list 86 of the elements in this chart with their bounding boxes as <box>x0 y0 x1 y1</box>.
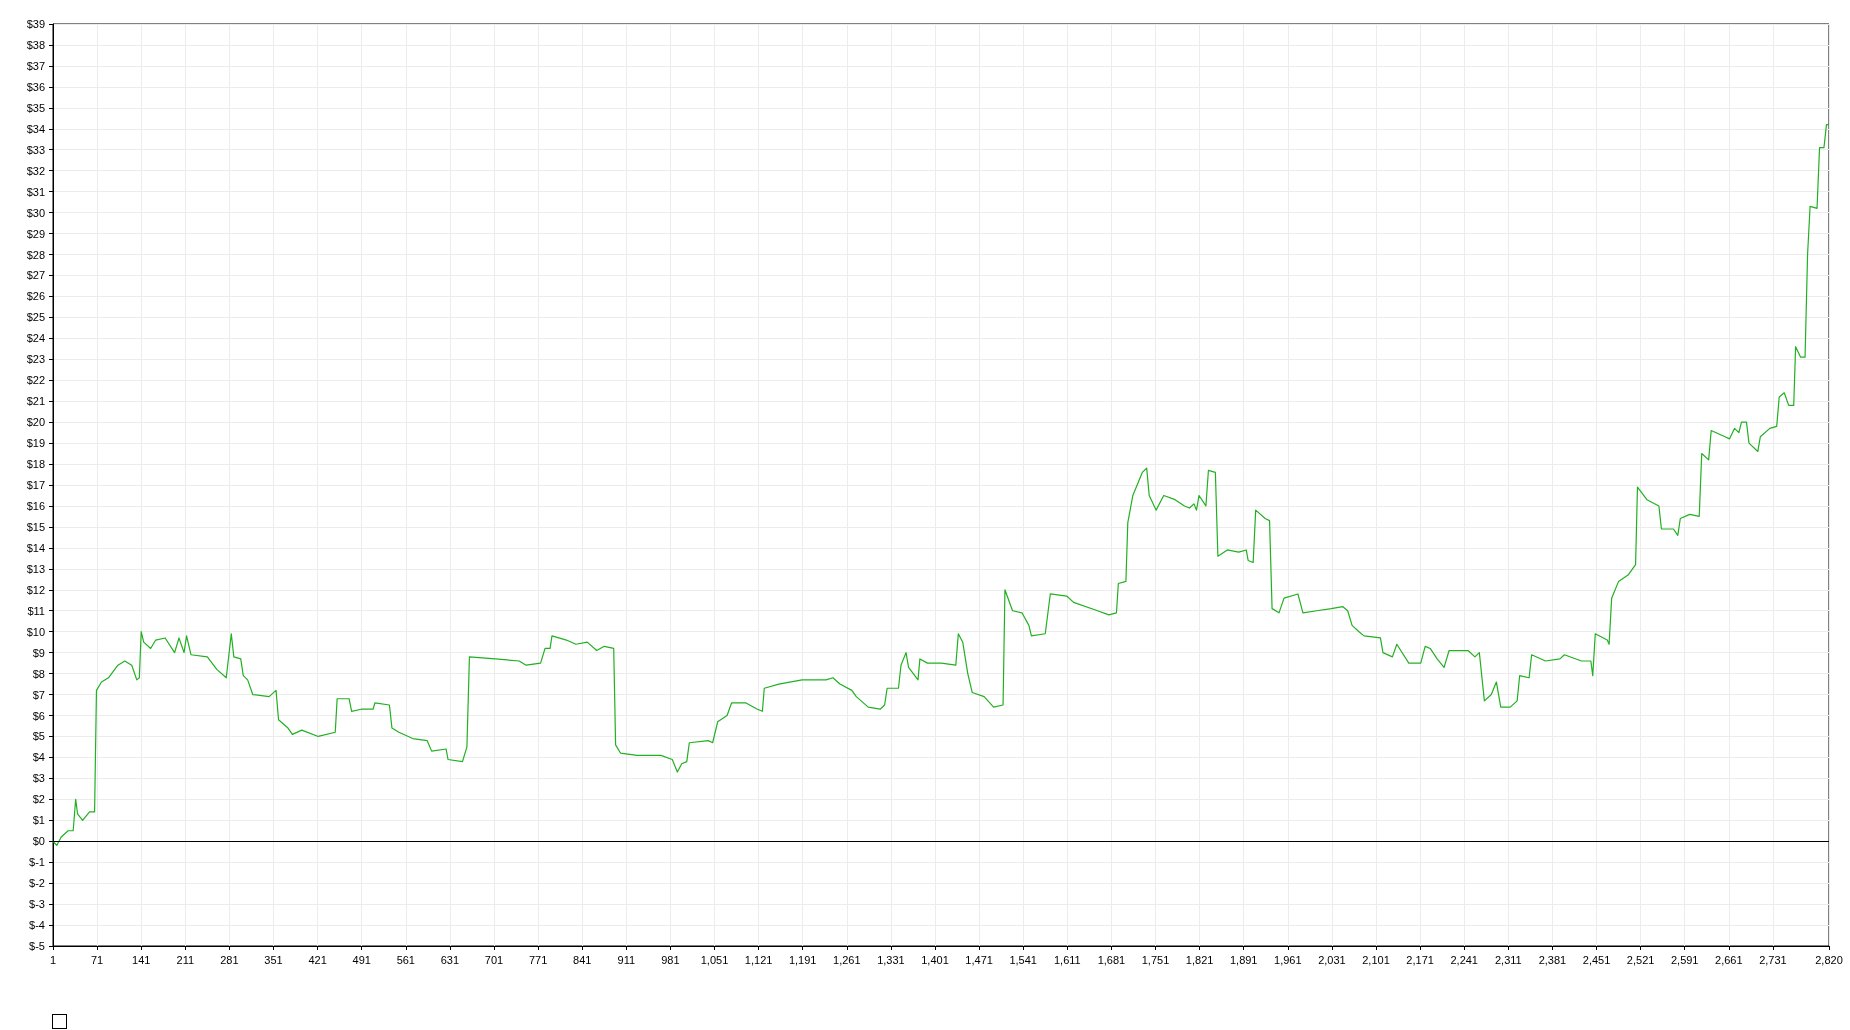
y-tick-label: $20 <box>26 416 45 429</box>
y-tick-label: $24 <box>26 332 45 345</box>
y-tick-label: $0 <box>32 835 45 848</box>
x-tick-label: 1,261 <box>833 953 861 966</box>
y-tick-label: $29 <box>26 227 45 240</box>
y-tick-label: $34 <box>26 122 45 135</box>
x-tick-label: 2,661 <box>1715 953 1743 966</box>
y-tick-label: $8 <box>32 667 45 680</box>
x-tick-label: 491 <box>352 953 371 966</box>
x-tick-label: 841 <box>573 953 592 966</box>
x-tick-label: 2,451 <box>1582 953 1611 966</box>
y-tick-label: $-3 <box>29 898 45 911</box>
y-tick-label: $-1 <box>29 856 45 869</box>
x-tick-label: 561 <box>396 953 415 966</box>
y-tick-label: $6 <box>32 709 45 722</box>
x-tick-label: 1,051 <box>700 953 729 966</box>
y-tick-label: $36 <box>26 80 45 93</box>
x-tick-label: 1,891 <box>1229 953 1258 966</box>
y-tick-label: $11 <box>27 604 45 617</box>
x-tick-label: 71 <box>90 953 104 966</box>
x-tick-label: 1,611 <box>1053 953 1081 966</box>
x-tick-label: 1,401 <box>921 953 949 966</box>
y-tick-label: $17 <box>26 479 45 491</box>
y-tick-label: $5 <box>32 730 45 743</box>
y-tick-label: $10 <box>26 625 45 638</box>
x-tick-label: 631 <box>440 953 460 966</box>
y-tick-label: $38 <box>26 38 45 51</box>
x-tick-label: 1,541 <box>1009 953 1037 966</box>
x-tick-label: 1,121 <box>744 953 773 966</box>
x-tick-label: 1,821 <box>1185 953 1214 966</box>
x-tick-label: 1,751 <box>1141 953 1170 966</box>
y-tick-label: $9 <box>32 646 45 659</box>
x-tick-label: 1,961 <box>1274 953 1302 966</box>
x-tick-label: 2,241 <box>1450 953 1478 966</box>
y-tick-label: $16 <box>26 499 45 512</box>
y-tick-label: $14 <box>26 541 45 554</box>
y-tick-label: $13 <box>26 562 45 575</box>
x-tick-label: 421 <box>308 953 327 966</box>
x-tick-label: 1,681 <box>1097 953 1126 966</box>
x-tick-label: 1 <box>49 953 57 966</box>
y-tick-label: $1 <box>32 814 45 827</box>
x-tick-label: 1,471 <box>965 953 993 966</box>
x-tick-label: 2,381 <box>1538 953 1567 966</box>
x-tick-label: 981 <box>661 953 680 966</box>
x-tick-label: 2,171 <box>1406 953 1434 966</box>
y-tick-label: $32 <box>26 164 45 177</box>
y-tick-label: $19 <box>26 437 45 450</box>
y-tick-label: $30 <box>26 206 45 219</box>
y-tick-label: $-4 <box>29 919 45 932</box>
y-tick-label: $12 <box>26 583 45 596</box>
y-tick-label: $-5 <box>29 940 45 952</box>
y-tick-label: $15 <box>26 520 45 533</box>
x-tick-label: 2,311 <box>1494 953 1522 966</box>
y-tick-label: $31 <box>26 185 45 198</box>
x-tick-label: 1,331 <box>877 953 905 966</box>
y-tick-label: $33 <box>26 143 45 156</box>
y-tick-label: $37 <box>26 59 45 72</box>
y-tick-label: $7 <box>32 688 45 701</box>
y-tick-label: $23 <box>26 353 45 366</box>
y-tick-label: $27 <box>26 269 45 282</box>
y-tick-label: $28 <box>26 248 45 261</box>
x-tick-label: 701 <box>484 953 504 966</box>
x-tick-label: 2,031 <box>1318 953 1346 966</box>
y-tick-label: $2 <box>32 793 45 806</box>
y-tick-label: $4 <box>32 751 45 764</box>
x-tick-label: 2,101 <box>1362 953 1390 966</box>
x-tick-label: 911 <box>617 953 636 966</box>
x-tick-label: 281 <box>220 953 239 966</box>
x-tick-label: 2,820 <box>1815 953 1843 966</box>
x-tick-label: 2,731 <box>1759 953 1787 966</box>
y-tick-label: $26 <box>26 290 45 303</box>
y-tick-label: $3 <box>32 772 45 785</box>
x-tick-label: 351 <box>264 953 283 966</box>
x-tick-label: 1,191 <box>788 953 817 966</box>
x-tick-label: 141 <box>132 953 151 966</box>
x-tick-label: 771 <box>528 953 548 966</box>
y-tick-label: $21 <box>26 395 45 408</box>
y-tick-label: $18 <box>26 458 45 471</box>
y-tick-label: $39 <box>26 18 45 30</box>
x-tick-label: 211 <box>176 953 195 966</box>
y-tick-label: $35 <box>26 101 45 114</box>
x-tick-label: 2,521 <box>1626 953 1655 966</box>
y-tick-label: $-2 <box>29 877 45 890</box>
y-tick-label: $25 <box>26 311 45 324</box>
y-tick-label: $22 <box>26 374 45 387</box>
x-tick-label: 2,591 <box>1670 953 1699 966</box>
